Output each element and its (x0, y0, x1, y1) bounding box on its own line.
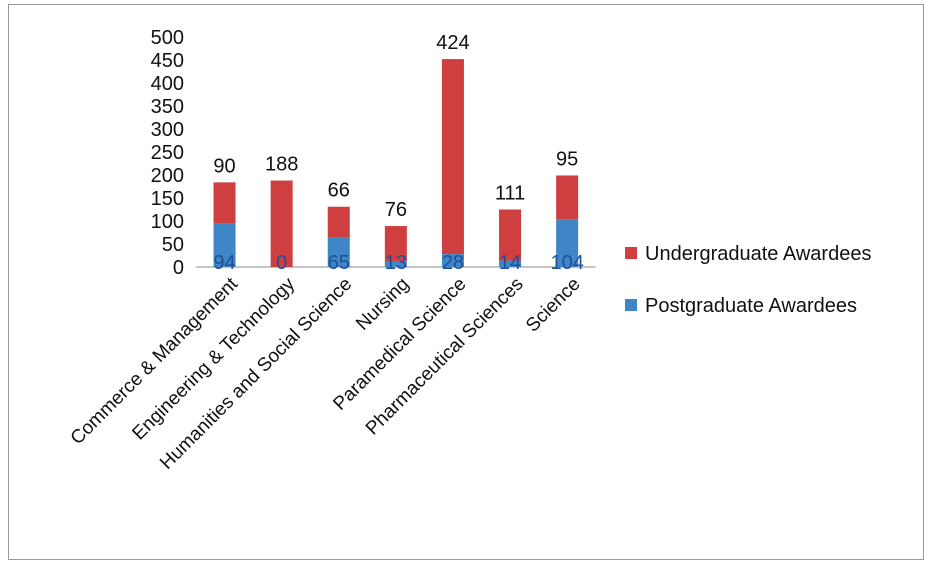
bar-undergraduate (213, 182, 236, 224)
y-tick-label: 450 (151, 50, 184, 72)
y-tick-label: 300 (151, 119, 184, 141)
bar-postgraduate (556, 219, 579, 267)
data-label-undergraduate: 188 (265, 154, 298, 176)
data-label-postgraduate: 14 (499, 252, 521, 274)
y-tick-label: 50 (162, 234, 184, 256)
bar-undergraduate (441, 59, 464, 255)
bar-undergraduate (499, 209, 522, 261)
y-tick-label: 150 (151, 188, 184, 210)
bar-undergraduate (327, 206, 350, 238)
data-label-postgraduate: 13 (385, 252, 407, 274)
data-label-postgraduate: 104 (550, 252, 583, 274)
data-label-undergraduate: 76 (385, 199, 407, 221)
category-label: Science (522, 274, 585, 337)
data-label-postgraduate: 94 (213, 252, 235, 274)
bar-undergraduate (270, 180, 293, 267)
legend-swatch (625, 299, 637, 311)
data-label-undergraduate: 66 (328, 180, 350, 202)
y-tick-label: 250 (151, 142, 184, 164)
y-tick-label: 400 (151, 73, 184, 95)
data-label-postgraduate: 0 (276, 252, 287, 274)
y-tick-label: 100 (151, 211, 184, 233)
y-tick-label: 350 (151, 96, 184, 118)
y-tick-label: 200 (151, 165, 184, 187)
data-label-undergraduate: 424 (436, 32, 469, 54)
data-label-undergraduate: 90 (213, 155, 235, 177)
legend-label: Undergraduate Awardees (645, 243, 871, 265)
data-label-undergraduate: 111 (495, 183, 525, 205)
bar-postgraduate (441, 254, 464, 267)
legend: Undergraduate Awardees Postgraduate Award… (625, 243, 871, 317)
bar-postgraduate (327, 237, 350, 267)
legend-label: Postgraduate Awardees (645, 295, 857, 317)
bar-postgraduate (384, 261, 407, 267)
legend-swatch (625, 247, 637, 259)
bar-postgraduate (499, 260, 522, 267)
data-label-postgraduate: 65 (328, 252, 350, 274)
data-label-layer: 94 90 0 188 65 66 13 76 28 424 14 111 104 95 (213, 32, 583, 274)
data-label-postgraduate: 28 (442, 252, 464, 274)
bar-layer (213, 59, 579, 267)
bar-undergraduate (384, 226, 407, 262)
bar-undergraduate (556, 175, 579, 220)
y-tick-label: 500 (151, 27, 184, 49)
bar-postgraduate (213, 223, 236, 267)
chart-frame: 0 50 100 150 200 250 300 350 400 450 500 94 90 0 188 6… (8, 4, 924, 560)
data-label-undergraduate: 95 (556, 148, 578, 170)
y-tick-label: 0 (173, 257, 184, 279)
